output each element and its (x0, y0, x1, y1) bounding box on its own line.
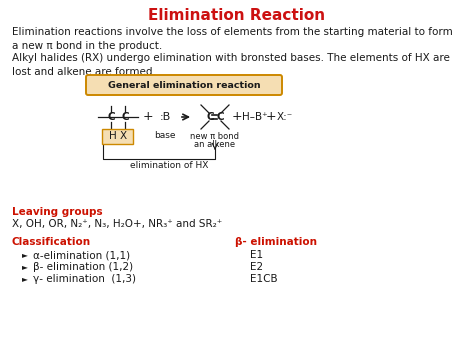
Text: X, OH, OR, N₂⁺, N₃, H₂O+, NR₃⁺ and SR₂⁺: X, OH, OR, N₂⁺, N₃, H₂O+, NR₃⁺ and SR₂⁺ (12, 219, 222, 229)
Text: E2: E2 (250, 262, 263, 272)
Text: Leaving groups: Leaving groups (12, 207, 103, 217)
Text: new π bond: new π bond (191, 132, 239, 141)
FancyBboxPatch shape (102, 129, 134, 143)
Text: C: C (121, 112, 129, 122)
Text: base: base (154, 131, 176, 140)
Text: +: + (143, 110, 153, 124)
Text: elimination of HX: elimination of HX (130, 161, 208, 170)
Text: +: + (266, 110, 276, 124)
Text: X:⁻: X:⁻ (277, 112, 293, 122)
FancyBboxPatch shape (86, 75, 282, 95)
Text: α-elimination (1,1): α-elimination (1,1) (33, 250, 130, 260)
Text: H: H (109, 131, 117, 141)
Text: β- elimination (1,2): β- elimination (1,2) (33, 262, 133, 272)
Text: E1: E1 (250, 250, 263, 260)
Text: an alkene: an alkene (194, 140, 236, 149)
Text: C: C (107, 112, 115, 122)
Text: Alkyl halides (RX) undergo elimination with bronsted bases. The elements of HX a: Alkyl halides (RX) undergo elimination w… (12, 53, 450, 77)
Text: Elimination reactions involve the loss of elements from the starting material to: Elimination reactions involve the loss o… (12, 27, 453, 51)
Text: ►: ► (22, 262, 28, 271)
Text: Elimination Reaction: Elimination Reaction (148, 8, 326, 23)
Text: Classification: Classification (12, 237, 91, 247)
Text: +: + (232, 110, 242, 124)
Text: C: C (206, 112, 214, 122)
Text: γ- elimination  (1,3): γ- elimination (1,3) (33, 274, 136, 284)
Text: General elimination reaction: General elimination reaction (108, 81, 260, 89)
Text: C: C (216, 112, 224, 122)
Text: H–B⁺: H–B⁺ (242, 112, 268, 122)
Text: β- elimination: β- elimination (235, 237, 317, 247)
Text: ►: ► (22, 250, 28, 259)
Text: X: X (119, 131, 127, 141)
Text: :B: :B (159, 112, 171, 122)
Text: E1CB: E1CB (250, 274, 278, 284)
Text: ►: ► (22, 274, 28, 283)
